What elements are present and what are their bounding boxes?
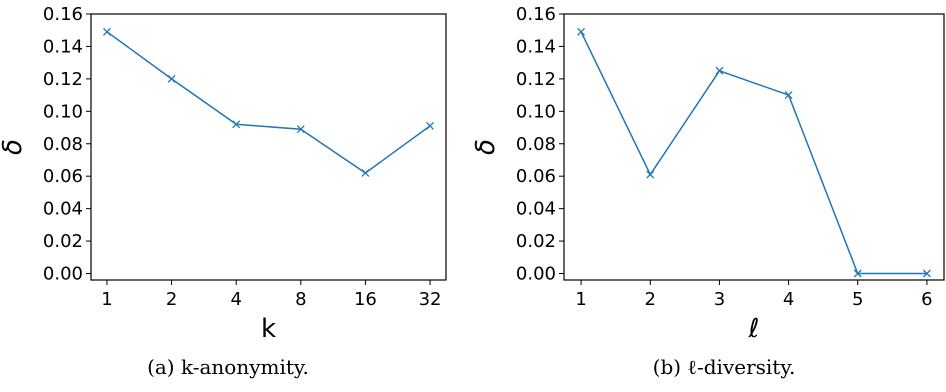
chart-a: 0.00 0.02 0.04 0.06 0.08 0.10 0.12 0.14 0.16 1 2 4 8… bbox=[0, 4, 447, 379]
chart-a-x-tick-label: 2 bbox=[166, 289, 177, 310]
chart-b-y-tick-label: 0.02 bbox=[516, 231, 556, 252]
chart-b-data-point bbox=[784, 91, 793, 100]
chart-a-data-point bbox=[296, 125, 305, 134]
chart-b-x-tick-label: 6 bbox=[921, 289, 932, 310]
chart-a-data-point bbox=[361, 168, 370, 177]
chart-b-data-point bbox=[577, 27, 586, 36]
chart-a-data-point bbox=[167, 74, 176, 83]
chart-b-y-tick-label: 0.04 bbox=[516, 199, 556, 220]
chart-a-x-tick-label: 4 bbox=[230, 289, 241, 310]
chart-a-data-point bbox=[232, 120, 241, 129]
chart-a-series-line bbox=[106, 31, 431, 174]
chart-a-y-tick-label: 0.00 bbox=[43, 264, 83, 285]
chart-b-x-axis-label: ℓ bbox=[748, 314, 760, 344]
chart-a-x-tick-label: 16 bbox=[354, 289, 377, 310]
chart-a-x-tick-label: 32 bbox=[419, 289, 442, 310]
chart-b-y-axis-label: δ bbox=[471, 139, 501, 155]
chart-b-x-tick-label: 3 bbox=[714, 289, 725, 310]
chart-b-data-point bbox=[922, 269, 931, 278]
chart-a-data-point bbox=[103, 27, 111, 36]
chart-b-data-point bbox=[853, 269, 862, 278]
chart-a-caption: (a) k-anonymity. bbox=[147, 355, 309, 379]
chart-a-x-tick-label: 8 bbox=[295, 289, 306, 310]
chart-b-y-tick-label: 0.14 bbox=[516, 36, 556, 57]
chart-b-caption: (b) ℓ-diversity. bbox=[653, 355, 796, 379]
chart-a-y-tick-label: 0.10 bbox=[43, 101, 83, 122]
chart-b-series-line bbox=[580, 31, 927, 275]
chart-b-y-tick-label: 0.16 bbox=[516, 4, 556, 25]
chart-b-x-tick-label: 1 bbox=[575, 289, 586, 310]
chart-b: 0.00 0.02 0.04 0.06 0.08 0.10 0.12 0.14 0.16 1 2 3 4… bbox=[471, 4, 945, 379]
chart-b-x-tick-label: 2 bbox=[645, 289, 656, 310]
chart-b-y-tick-label: 0.08 bbox=[516, 134, 556, 155]
chart-a-y-tick-label: 0.02 bbox=[43, 231, 83, 252]
chart-b-y-tick-label: 0.00 bbox=[516, 264, 556, 285]
chart-a-y-tick-label: 0.14 bbox=[43, 36, 83, 57]
chart-a-data-point bbox=[426, 121, 434, 130]
chart-a-x-axis-label: k bbox=[261, 314, 276, 344]
chart-b-data-point bbox=[646, 170, 655, 179]
chart-a-y-tick-label: 0.12 bbox=[43, 69, 83, 90]
chart-a-y-tick-label: 0.08 bbox=[43, 134, 83, 155]
chart-a-y-tick-label: 0.06 bbox=[43, 166, 83, 187]
chart-b-x-tick-label: 5 bbox=[852, 289, 863, 310]
chart-b-y-tick-label: 0.12 bbox=[516, 69, 556, 90]
chart-b-plot-frame bbox=[563, 13, 945, 281]
chart-b-y-tick-label: 0.10 bbox=[516, 101, 556, 122]
chart-a-y-axis-label: δ bbox=[0, 139, 28, 155]
chart-a-y-tick-label: 0.04 bbox=[43, 199, 83, 220]
chart-a-x-tick-label: 1 bbox=[101, 289, 112, 310]
chart-a-y-tick-label: 0.16 bbox=[43, 4, 83, 25]
chart-b-x-tick-label: 4 bbox=[783, 289, 794, 310]
chart-a-plot-frame bbox=[90, 13, 447, 281]
chart-b-data-point bbox=[715, 66, 724, 75]
chart-b-y-tick-label: 0.06 bbox=[516, 166, 556, 187]
